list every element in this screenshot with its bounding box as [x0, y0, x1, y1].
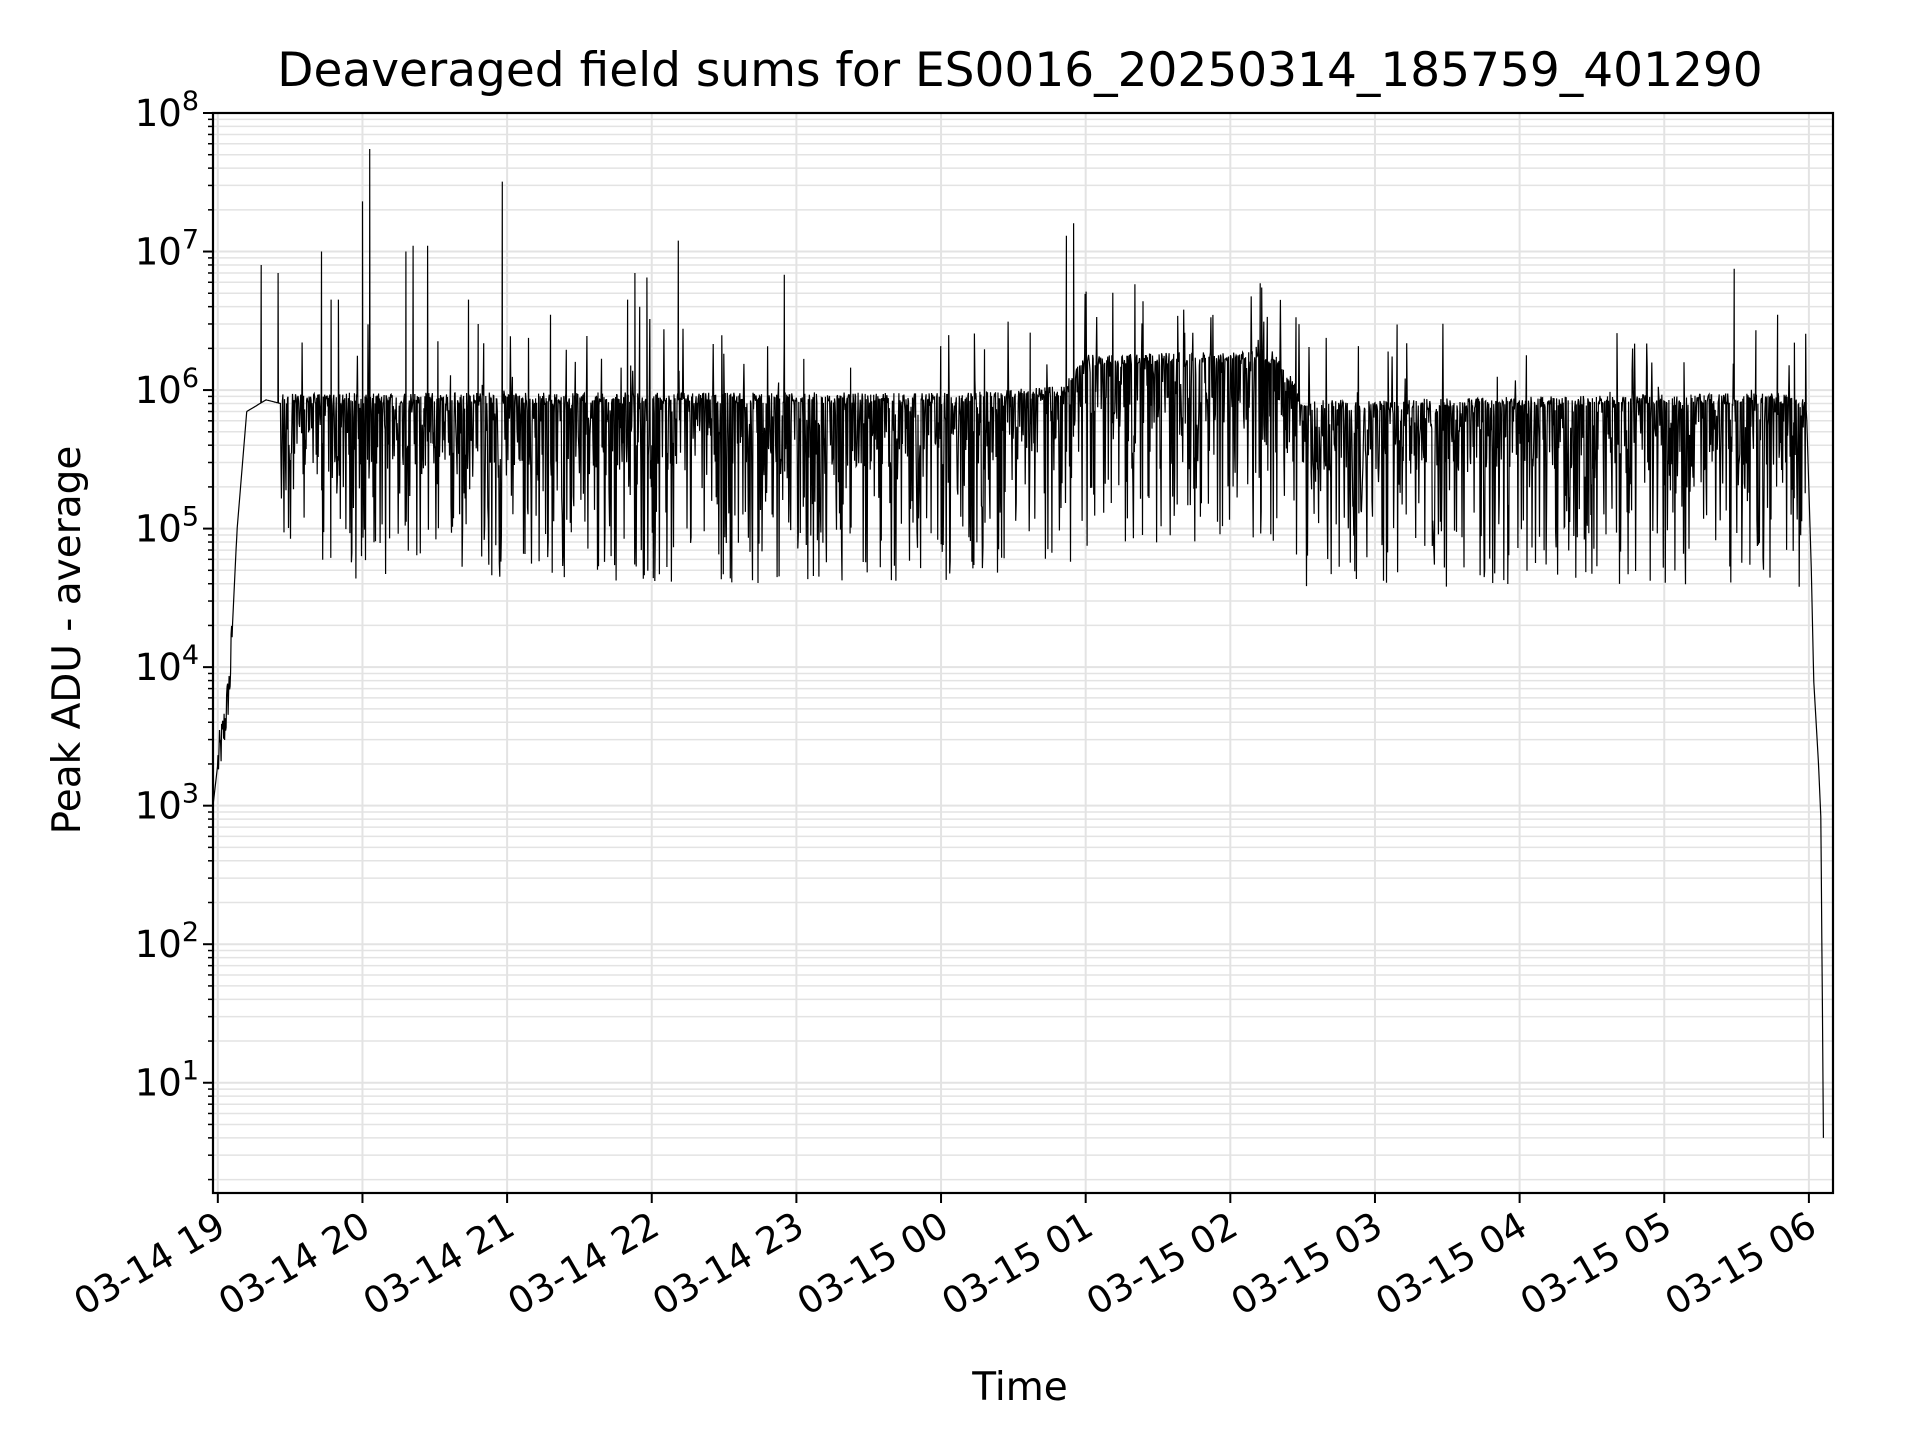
- y-tick-base: 10: [135, 508, 182, 551]
- y-tick-label: 101: [135, 1056, 199, 1105]
- y-tick-exponent: 1: [182, 1056, 199, 1087]
- plot-frame: [211, 111, 1835, 1195]
- y-tick-label: 104: [135, 640, 199, 689]
- y-tick-base: 10: [135, 646, 182, 689]
- y-tick-exponent: 2: [182, 917, 199, 948]
- y-tick-label: 103: [135, 779, 199, 828]
- ticks: [203, 112, 1810, 1203]
- y-tick-label: 108: [135, 86, 199, 135]
- y-tick-exponent: 7: [182, 225, 199, 256]
- y-tick-base: 10: [135, 1062, 182, 1105]
- y-tick-exponent: 4: [182, 640, 199, 671]
- y-tick-label: 106: [135, 363, 199, 412]
- x-axis-label: Time: [971, 1365, 1067, 1410]
- y-tick-base: 10: [135, 369, 182, 412]
- y-tick-label: 105: [135, 502, 199, 551]
- y-tick-base: 10: [135, 923, 182, 966]
- y-tick-label: 107: [135, 225, 199, 274]
- y-tick-exponent: 5: [182, 502, 199, 533]
- y-tick-exponent: 8: [182, 86, 199, 117]
- chart-title: Deaveraged field sums for ES0016_2025031…: [277, 43, 1762, 98]
- series: [212, 148, 1824, 1138]
- y-tick-base: 10: [135, 785, 182, 828]
- y-tick-base: 10: [135, 231, 182, 274]
- y-tick-exponent: 3: [182, 779, 199, 810]
- series-line: [212, 148, 1824, 1138]
- y-tick-exponent: 6: [182, 363, 199, 394]
- y-axis-label: Peak ADU - average: [45, 446, 90, 835]
- y-tick-label: 102: [135, 917, 199, 966]
- y-tick-base: 10: [135, 92, 182, 135]
